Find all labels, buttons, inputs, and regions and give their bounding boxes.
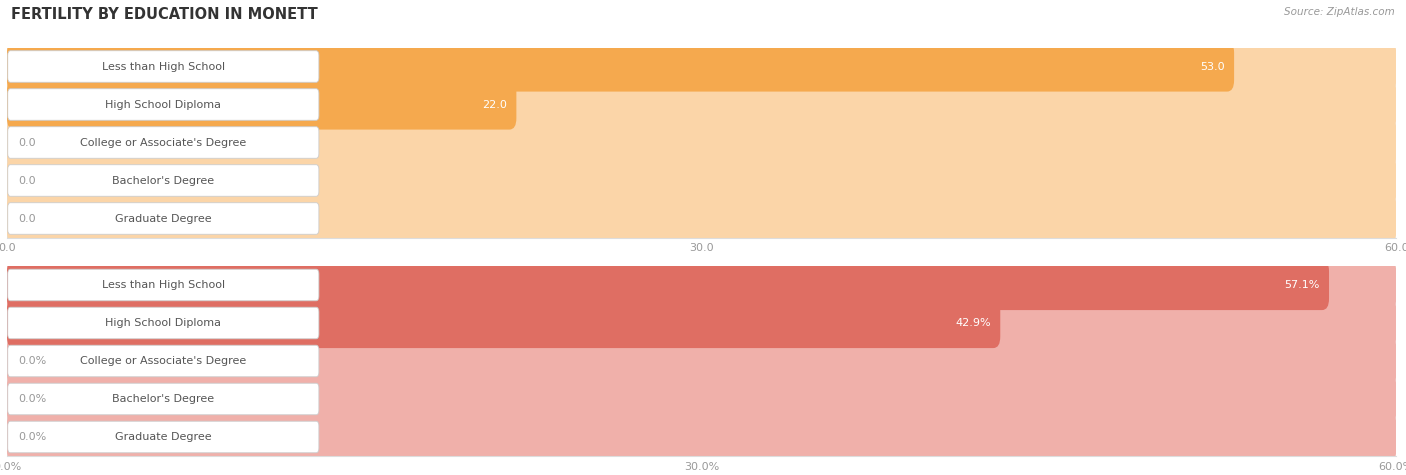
FancyBboxPatch shape [7, 412, 1396, 462]
FancyBboxPatch shape [7, 79, 1396, 130]
FancyBboxPatch shape [7, 41, 1234, 92]
Text: College or Associate's Degree: College or Associate's Degree [80, 356, 246, 366]
FancyBboxPatch shape [7, 51, 319, 82]
Bar [7, 380, 1396, 418]
Text: Less than High School: Less than High School [101, 280, 225, 290]
FancyBboxPatch shape [7, 260, 1329, 310]
Text: 0.0: 0.0 [18, 213, 37, 224]
Bar [7, 86, 1396, 124]
Bar [7, 418, 1396, 456]
Bar [7, 162, 1396, 199]
Text: High School Diploma: High School Diploma [105, 99, 221, 110]
Bar [7, 304, 1396, 342]
FancyBboxPatch shape [7, 41, 1396, 92]
Text: 0.0%: 0.0% [18, 394, 46, 404]
Text: Graduate Degree: Graduate Degree [115, 432, 212, 442]
Text: College or Associate's Degree: College or Associate's Degree [80, 137, 246, 148]
FancyBboxPatch shape [7, 307, 319, 339]
FancyBboxPatch shape [7, 421, 319, 453]
FancyBboxPatch shape [7, 345, 319, 377]
Text: Bachelor's Degree: Bachelor's Degree [112, 394, 214, 404]
FancyBboxPatch shape [7, 79, 516, 130]
FancyBboxPatch shape [7, 127, 319, 158]
FancyBboxPatch shape [7, 165, 319, 196]
FancyBboxPatch shape [7, 117, 1396, 168]
Text: Bachelor's Degree: Bachelor's Degree [112, 175, 214, 186]
FancyBboxPatch shape [7, 336, 1396, 386]
FancyBboxPatch shape [7, 269, 319, 301]
Text: 0.0: 0.0 [18, 175, 37, 186]
Bar [7, 342, 1396, 380]
FancyBboxPatch shape [7, 203, 319, 234]
Text: Source: ZipAtlas.com: Source: ZipAtlas.com [1284, 7, 1395, 17]
Text: 42.9%: 42.9% [955, 318, 991, 328]
FancyBboxPatch shape [7, 89, 319, 120]
FancyBboxPatch shape [7, 260, 1396, 310]
Text: Graduate Degree: Graduate Degree [115, 213, 212, 224]
Text: 53.0: 53.0 [1201, 61, 1225, 72]
FancyBboxPatch shape [7, 374, 1396, 424]
Text: FERTILITY BY EDUCATION IN MONETT: FERTILITY BY EDUCATION IN MONETT [11, 7, 318, 22]
Text: 0.0%: 0.0% [18, 356, 46, 366]
Text: High School Diploma: High School Diploma [105, 318, 221, 328]
Text: 0.0: 0.0 [18, 137, 37, 148]
FancyBboxPatch shape [7, 383, 319, 415]
Bar [7, 124, 1396, 162]
FancyBboxPatch shape [7, 298, 1000, 348]
FancyBboxPatch shape [7, 155, 1396, 206]
FancyBboxPatch shape [7, 193, 1396, 244]
Text: 22.0: 22.0 [482, 99, 508, 110]
Bar [7, 200, 1396, 238]
Bar [7, 48, 1396, 86]
Text: 57.1%: 57.1% [1284, 280, 1320, 290]
Text: Less than High School: Less than High School [101, 61, 225, 72]
Bar [7, 266, 1396, 304]
Text: 0.0%: 0.0% [18, 432, 46, 442]
FancyBboxPatch shape [7, 298, 1396, 348]
